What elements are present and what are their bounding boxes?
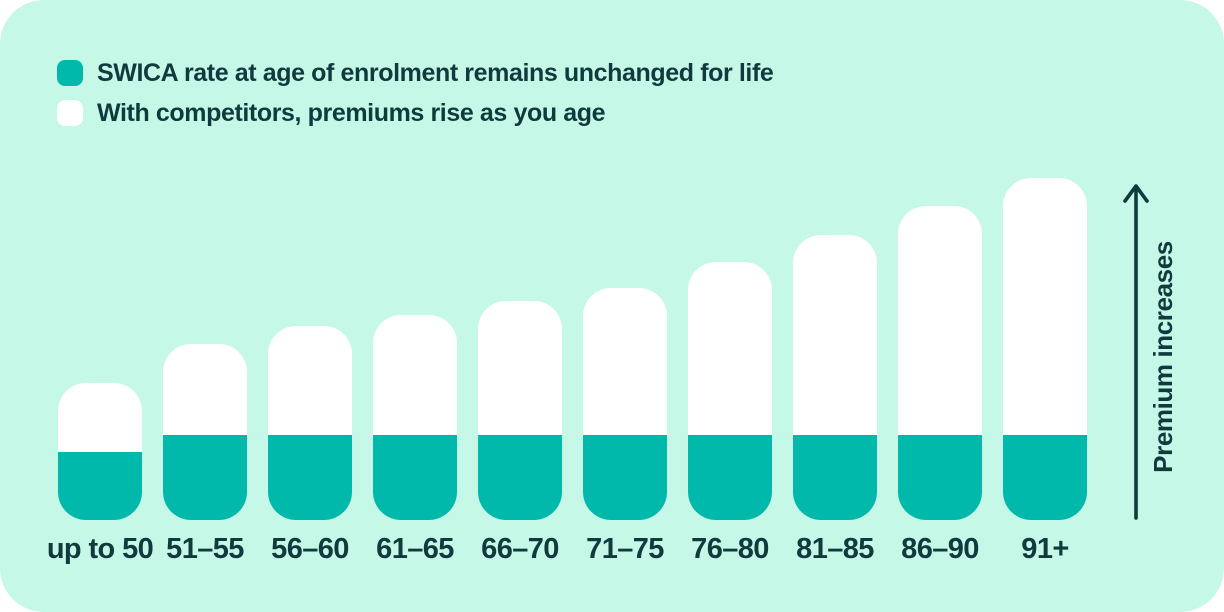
bar-swica-segment [793, 435, 877, 520]
x-axis-label: 61–65 [376, 533, 454, 565]
x-axis-label: 66–70 [481, 533, 559, 565]
legend-label-competitors: With competitors, premiums rise as you a… [97, 98, 606, 127]
swica-color-swatch [57, 60, 83, 86]
x-axis-label: 76–80 [691, 533, 769, 565]
bar-swica-segment [58, 452, 142, 520]
bar-swica-segment [688, 435, 772, 520]
premium-axis-label: Premium increases [1148, 241, 1178, 473]
x-axis-label: 56–60 [271, 533, 349, 565]
x-axis-label: 86–90 [901, 533, 979, 565]
legend: SWICA rate at age of enrolment remains u… [57, 58, 774, 140]
legend-item-swica: SWICA rate at age of enrolment remains u… [57, 58, 774, 87]
bar-swica-segment [898, 435, 982, 520]
bar-10 [1003, 178, 1087, 520]
bar-8 [793, 235, 877, 520]
legend-item-competitors: With competitors, premiums rise as you a… [57, 98, 773, 127]
x-axis-label: 71–75 [586, 533, 664, 565]
bar-7 [688, 262, 772, 520]
bar-5 [478, 301, 562, 520]
bar-swica-segment [478, 435, 562, 520]
bar-4 [373, 315, 457, 520]
bar-swica-segment [268, 435, 352, 520]
x-axis-label: 81–85 [796, 533, 874, 565]
bar-swica-segment [163, 435, 247, 520]
bar-swica-segment [1003, 435, 1087, 520]
bar-3 [268, 326, 352, 520]
x-axis-label: up to 50 [46, 533, 154, 565]
x-axis-label: 91+ [1021, 533, 1069, 565]
x-axis-label: 51–55 [166, 533, 244, 565]
bar-swica-segment [373, 435, 457, 520]
competitor-color-swatch [57, 100, 83, 126]
bar-swica-segment [583, 435, 667, 520]
legend-label-swica: SWICA rate at age of enrolment remains u… [97, 58, 774, 87]
bar-2 [163, 344, 247, 520]
bar-9 [898, 206, 982, 520]
bar-6 [583, 288, 667, 520]
premium-axis-arrow-icon [1123, 184, 1149, 520]
bar-1 [58, 383, 142, 520]
